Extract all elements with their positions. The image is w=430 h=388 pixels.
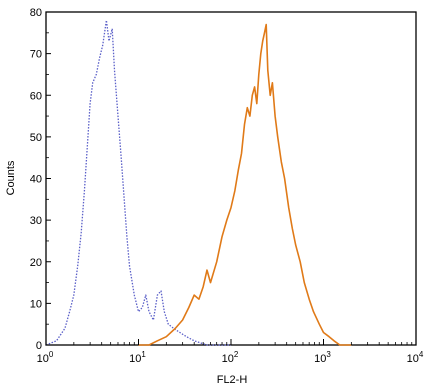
y-axis: 0 10 20 30 40 50 60 70 80: [30, 7, 51, 352]
plot-area: [45, 11, 417, 346]
y-tick-label: 40: [30, 174, 42, 186]
x-tick-label: 102: [222, 350, 239, 365]
plot-frame: [45, 11, 417, 346]
y-tick-label: 70: [30, 49, 42, 61]
y-tick-label: 60: [30, 90, 42, 102]
x-tick-label: 104: [407, 350, 424, 365]
series-layer: [45, 19, 352, 346]
y-axis-title: Counts: [5, 160, 17, 195]
x-axis: 100 101 102 103 104: [37, 339, 424, 365]
y-tick-label: 0: [36, 340, 42, 352]
y-tick-label: 20: [30, 257, 42, 269]
x-tick-label: 101: [129, 350, 146, 365]
y-tick-label: 80: [30, 7, 42, 19]
histogram-series-2-solid: [138, 23, 352, 346]
x-tick-label: 103: [314, 350, 331, 365]
y-tick-label: 50: [30, 132, 42, 144]
x-axis-title: FL2-H: [217, 374, 248, 386]
x-tick-label: 100: [37, 350, 54, 365]
histogram-series-1-dotted: [45, 19, 231, 346]
y-tick-label: 30: [30, 215, 42, 227]
y-tick-label: 10: [30, 298, 42, 310]
